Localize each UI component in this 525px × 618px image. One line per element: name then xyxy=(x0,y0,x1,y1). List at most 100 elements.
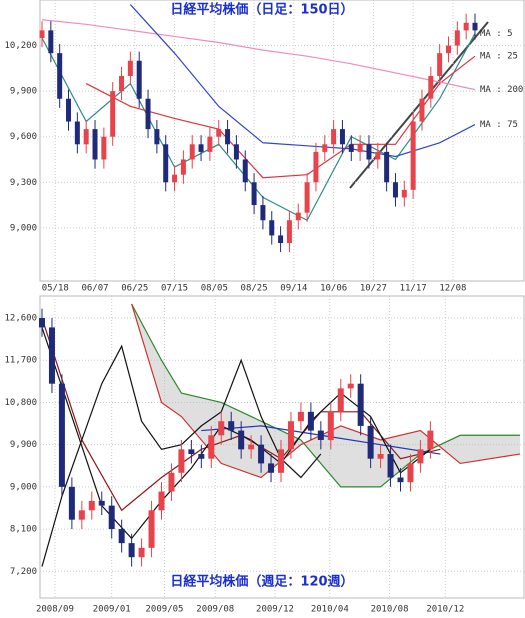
x-tick-label: 10/27 xyxy=(360,284,387,294)
candle-body xyxy=(225,129,231,145)
candle-body xyxy=(339,129,345,145)
y-tick-label: 10,800 xyxy=(4,398,37,408)
x-tick-label: 2008/09 xyxy=(36,605,74,615)
candle-body xyxy=(128,543,135,558)
candle-body xyxy=(145,98,151,130)
candle-body xyxy=(454,30,460,46)
candle-body xyxy=(228,421,235,431)
candle-body xyxy=(428,75,434,99)
candle-body xyxy=(101,136,107,160)
candle-body xyxy=(92,129,98,160)
candle-body xyxy=(57,53,63,99)
y-tick-label: 9,000 xyxy=(10,482,37,492)
legend-entry: MA : 200 xyxy=(480,85,523,95)
candle-body xyxy=(48,327,55,384)
candle-body xyxy=(437,53,443,76)
series-line xyxy=(131,303,521,479)
x-tick-label: 2010/08 xyxy=(371,605,409,615)
candle-body xyxy=(83,129,89,145)
candle-body xyxy=(357,144,363,152)
candle-body xyxy=(198,144,204,152)
x-tick-label: 2009/12 xyxy=(256,605,294,615)
x-tick-label: 05/18 xyxy=(42,284,69,294)
candle-body xyxy=(348,144,354,152)
x-tick-label: 2009/08 xyxy=(196,605,234,615)
candle-body xyxy=(260,205,266,221)
candle-body xyxy=(287,421,294,450)
y-tick-label: 9,300 xyxy=(10,178,37,188)
candle-body xyxy=(158,491,165,511)
candle-body xyxy=(331,129,337,145)
candle-body xyxy=(304,182,310,213)
candle-body xyxy=(148,510,155,548)
candle-body xyxy=(68,486,75,520)
y-tick-label: 7,200 xyxy=(10,567,37,577)
chart-title: 日経平均株価（日足：150日） xyxy=(170,2,353,18)
y-tick-label: 9,000 xyxy=(10,223,37,233)
x-tick-label: 10/06 xyxy=(320,284,347,294)
legend-entry: MA : 75 xyxy=(480,120,518,130)
candle-body xyxy=(410,121,416,190)
candle-body xyxy=(178,449,185,473)
candle-body xyxy=(208,435,215,459)
candle-body xyxy=(127,60,133,76)
candle-body xyxy=(58,383,65,487)
x-tick-label: 11/17 xyxy=(400,284,427,294)
candle-body xyxy=(198,454,205,459)
x-tick-label: 07/15 xyxy=(161,284,188,294)
y-tick-label: 9,900 xyxy=(10,87,37,97)
candle-body xyxy=(172,174,178,183)
candle-body xyxy=(366,144,372,160)
x-tick-label: 06/07 xyxy=(81,284,108,294)
candle-body xyxy=(397,477,404,483)
x-tick-label: 2010/04 xyxy=(311,605,349,615)
candle-body xyxy=(108,505,115,530)
candle-body xyxy=(180,159,186,175)
candle-body xyxy=(375,151,381,160)
candle-body xyxy=(295,212,301,221)
candle-body xyxy=(39,30,45,38)
x-tick-label: 06/25 xyxy=(121,284,148,294)
candle-body xyxy=(327,411,334,440)
candle-body xyxy=(207,136,213,152)
candle-body xyxy=(110,91,116,137)
candle-body xyxy=(216,129,222,137)
candle-body xyxy=(138,547,145,558)
candle-body xyxy=(248,444,255,450)
y-tick-label: 9,600 xyxy=(10,132,37,142)
x-tick-label: 2010/12 xyxy=(426,605,464,615)
candle-body xyxy=(233,144,239,160)
candle-body xyxy=(392,182,398,198)
candle-body xyxy=(39,318,45,328)
candle-body xyxy=(188,449,195,455)
candle-body xyxy=(189,144,195,160)
candle-body xyxy=(297,411,304,422)
candle-body xyxy=(463,22,469,31)
candle-body xyxy=(377,454,384,459)
candle-body xyxy=(154,129,160,145)
candle-body xyxy=(337,388,344,412)
candle-body xyxy=(307,411,314,431)
candle-body xyxy=(74,121,80,145)
trend-line xyxy=(349,21,489,189)
candle-body xyxy=(258,444,265,464)
y-tick-label: 8,100 xyxy=(10,525,37,535)
candle-body xyxy=(238,430,245,450)
candle-body xyxy=(313,151,319,183)
x-tick-label: 2009/05 xyxy=(146,605,184,615)
candle-body xyxy=(278,449,284,473)
chart-title: 日経平均株価（週足：120週） xyxy=(170,574,353,590)
y-tick-label: 12,600 xyxy=(4,314,37,324)
candle-body xyxy=(347,383,354,389)
series-line xyxy=(41,33,476,222)
legend-entry: MA : 5 xyxy=(480,29,513,39)
candle-body xyxy=(286,220,292,244)
candle-body xyxy=(136,60,142,99)
series-line xyxy=(41,327,431,540)
candle-body xyxy=(367,425,374,459)
kumo xyxy=(131,303,520,487)
candle-body xyxy=(387,454,394,478)
x-tick-label: 08/05 xyxy=(201,284,228,294)
candle-body xyxy=(401,189,407,198)
series-line xyxy=(129,4,476,158)
